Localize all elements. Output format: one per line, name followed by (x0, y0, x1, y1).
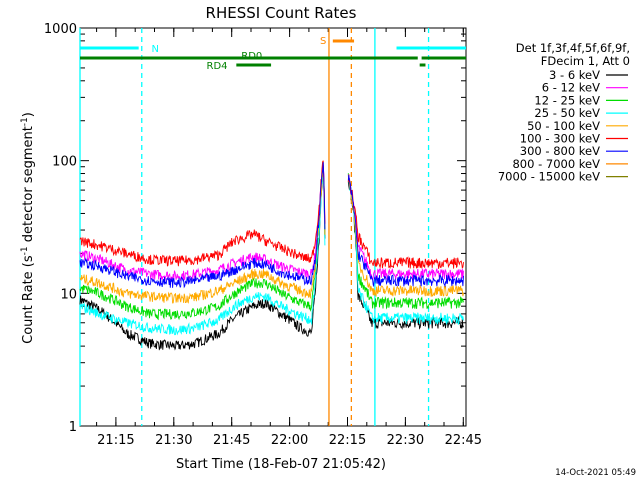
x-tick-label: 22:00 (271, 433, 308, 448)
x-tick-label: 21:30 (155, 433, 192, 448)
series-line (79, 171, 326, 304)
chart-title: RHESSI Count Rates (206, 4, 357, 22)
timestamp: 14-Oct-2021 05:49 (555, 468, 636, 478)
legend: Det 1f,3f,4f,5f,6f,9f, FDecim 1, Att 0 3… (498, 41, 630, 184)
rd0-label: RD0 (241, 51, 262, 62)
legend-label: 50 - 100 keV (527, 119, 600, 133)
legend-label: 6 - 12 keV (542, 81, 600, 95)
legend-label: 7000 - 15000 keV (498, 170, 600, 184)
y-axis-title: Count Rate (s-1 detector segment-1) (20, 112, 36, 344)
x-tick-label: 21:15 (97, 433, 134, 448)
attenuator-vertical-lines (79, 28, 430, 426)
legend-label: 12 - 25 keV (534, 93, 600, 107)
series-line (79, 164, 326, 282)
series-line (79, 166, 326, 321)
series-line (79, 168, 326, 351)
series-line-after-gap (347, 173, 464, 310)
legend-label: 3 - 6 keV (549, 68, 600, 82)
x-tick-label: 22:15 (329, 433, 366, 448)
y-tick-label: 10 (60, 287, 77, 302)
x-tick-label: 22:45 (445, 433, 482, 448)
series-line (79, 160, 326, 267)
series-line-after-gap (347, 175, 464, 281)
y-tick-label: 1000 (44, 22, 77, 37)
legend-header-2: FDecim 1, Att 0 (541, 54, 630, 68)
y-axis: 1 10 100 1000 (44, 22, 466, 435)
legend-label: 100 - 300 keV (520, 132, 600, 146)
night-label: N (152, 44, 159, 55)
x-axis: 21:15 21:30 21:45 22:00 22:15 22:30 22:45 (96, 28, 482, 448)
y-tick-label: 1 (69, 420, 77, 435)
legend-label: 800 - 7000 keV (512, 157, 600, 171)
series-line (79, 162, 326, 289)
legend-label: 300 - 800 keV (520, 144, 600, 158)
series-line-after-gap (347, 173, 464, 326)
state-bars: N S RD0 RD4 (80, 36, 466, 72)
x-tick-label: 21:45 (213, 433, 250, 448)
series-line-after-gap (347, 174, 464, 288)
series-line-after-gap (347, 174, 464, 269)
saa-label: S (320, 36, 326, 47)
legend-label: 25 - 50 keV (534, 106, 600, 120)
series-line (79, 171, 326, 336)
data-series (79, 160, 464, 351)
series-line-after-gap (347, 174, 464, 298)
y-tick-label: 100 (52, 155, 77, 170)
rd4-label: RD4 (207, 61, 228, 72)
x-axis-title: Start Time (18-Feb-07 21:05:42) (176, 457, 386, 472)
legend-header-1: Det 1f,3f,4f,5f,6f,9f, (516, 41, 630, 55)
x-tick-label: 22:30 (387, 433, 424, 448)
